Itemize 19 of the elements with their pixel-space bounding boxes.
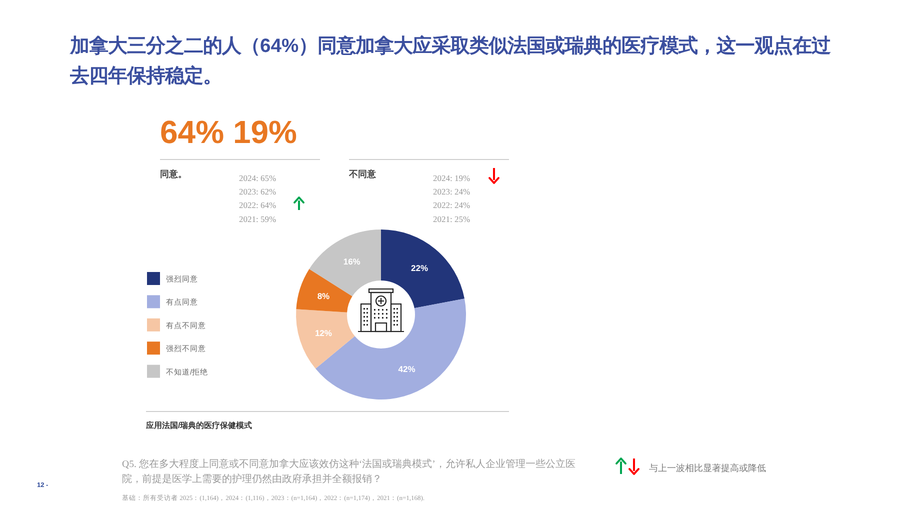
- text: 2023: 24%: [433, 186, 470, 196]
- chart-title: 加拿大三分之二的人（64%）同意加拿大应采取类似法国或瑞典的医疗模式，这一观点在过去四年保持稳定。: [70, 34, 832, 89]
- text: 2021: 59%: [239, 214, 276, 224]
- text: 同意。: [160, 169, 187, 179]
- text: 64% 19%: [160, 114, 297, 150]
- text: 2022: 64%: [239, 200, 276, 210]
- data-label: 12%: [314, 328, 332, 338]
- text: 2024: 65%: [239, 173, 276, 183]
- text: 2024: 19%: [433, 173, 470, 183]
- text: 不同意: [348, 169, 377, 179]
- text: 2023: 62%: [239, 186, 276, 196]
- data-label: 22%: [411, 262, 429, 273]
- data-label: 8%: [317, 290, 330, 301]
- text: 2021: 25%: [433, 214, 470, 224]
- text: 2022: 24%: [433, 200, 470, 210]
- text: 与上一波相比显著提高或降低: [649, 463, 766, 473]
- data-label: 42%: [398, 364, 416, 374]
- data-label: 16%: [343, 256, 361, 266]
- text: Q5. 您在多大程度上同意或不同意加拿大应该效仿这种‘法国或瑞典模式’，允许私人企业管理一些公立医院，前提是医学上需要的护理仍然由政府承担并全额报销？: [122, 458, 576, 487]
